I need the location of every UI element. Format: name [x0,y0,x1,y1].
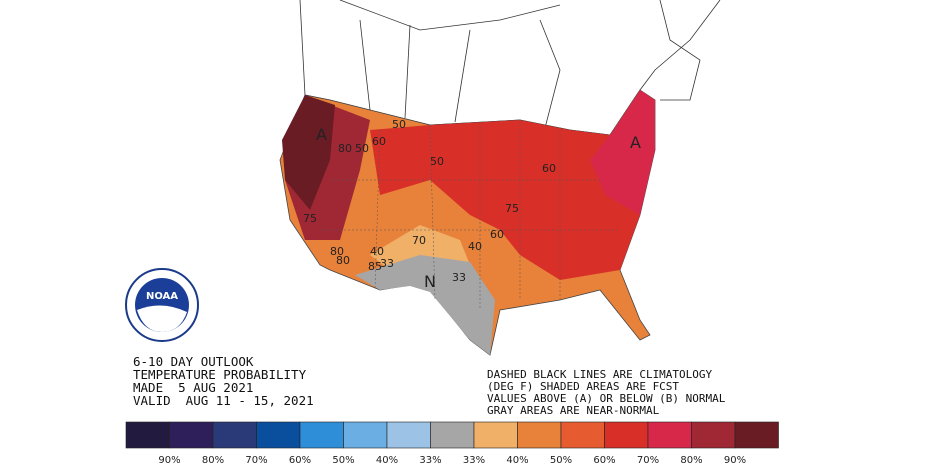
legend-label: 90% [724,455,746,466]
map-label: 85 [368,260,382,273]
note-line: VALUES ABOVE (A) OR BELOW (B) NORMAL [487,392,726,405]
legend-swatch [256,421,301,449]
notes-block: DASHED BLACK LINES ARE CLIMATOLOGY(DEG F… [487,368,726,417]
legend-label: 60% [289,455,311,466]
region-gray [355,255,495,355]
map-label: 80 [338,142,352,155]
note-line: (DEG F) SHADED AREAS ARE FCST [487,380,679,393]
map-label: 60 [372,135,386,148]
legend-label: 40% [376,455,398,466]
logo-text: NOAA [146,291,178,302]
noaa-logo: NOAA [125,268,199,342]
legend-label: 70% [637,455,659,466]
legend-label: 50% [550,455,572,466]
legend-label: 80% [680,455,702,466]
title-line: MADE 5 AUG 2021 [133,380,253,395]
map-label: 75 [303,212,317,225]
map-label: A [630,133,641,152]
map-label: 33 [452,271,466,284]
map-label: 33 [380,257,394,270]
legend-swatch [343,421,388,449]
map-label: N [424,272,436,291]
legend: 90% 80% 70% 60% 50% 40% 33% 33% 40% 50% 60% 70% 80% 9… [125,421,779,466]
title-line: 6-10 DAY OUTLOOK [133,354,254,369]
map-label: 70 [412,234,426,247]
legend-swatch [517,421,562,449]
map-label: 80 [330,245,344,258]
legend-swatch [734,421,779,449]
legend-swatch [604,421,649,449]
map-label: 60 [542,162,556,175]
legend-swatch [691,421,736,449]
map-label: 60 [490,228,504,241]
legend-label: 33% [419,455,441,466]
note-line: GRAY AREAS ARE NEAR-NORMAL [487,404,660,417]
legend-label: 40% [506,455,528,466]
region-pink [590,90,655,215]
legend-swatch [560,421,605,449]
map-label: 40 [370,245,384,258]
legend-label: 50% [332,455,354,466]
legend-label: 70% [245,455,267,466]
map-label: 50 [430,155,444,168]
title-line: VALID AUG 11 - 15, 2021 [133,393,314,408]
legend-swatch [212,421,257,449]
state-lines [320,120,620,310]
map-label: 50 [355,142,369,155]
legend-label: 80% [202,455,224,466]
region-red [370,120,640,280]
region-darkbrown [282,95,335,210]
map-label: 40 [468,240,482,253]
note-line: DASHED BLACK LINES ARE CLIMATOLOGY [487,368,713,381]
legend-swatch [430,421,475,449]
legend-label: 60% [593,455,615,466]
legend-label: 33% [463,455,485,466]
legend-swatch [647,421,692,449]
map-label: 75 [505,202,519,215]
legend-label: 90% [158,455,180,466]
legend-swatch [386,421,431,449]
legend-swatch [169,421,214,449]
map-label: A [316,125,327,144]
legend-swatch [473,421,518,449]
map-label: 80 [336,254,350,267]
map-label: 50 [392,118,406,131]
legend-swatch [125,421,170,449]
title-line: TEMPERATURE PROBABILITY [133,367,307,382]
legend-swatch [299,421,344,449]
